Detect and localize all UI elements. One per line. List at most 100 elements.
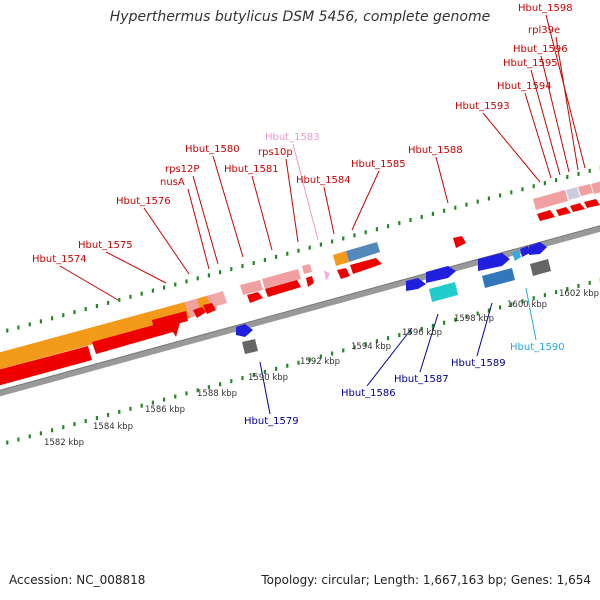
gene-label: Hbut_1584: [296, 175, 351, 186]
tick-mark: [39, 319, 42, 324]
tick-mark: [588, 280, 591, 285]
tick-mark: [420, 326, 423, 331]
tick-mark: [319, 354, 322, 359]
cds-block: [262, 269, 301, 289]
tick-mark: [17, 325, 20, 330]
gene-arrow: [193, 307, 206, 318]
scale-label: 1592 kbp: [300, 357, 340, 367]
leader-line: [366, 327, 413, 387]
tick-mark: [342, 348, 345, 353]
gene-label: Hbut_1579: [244, 416, 299, 427]
scale-label: 1598 kbp: [454, 314, 494, 324]
leader-line: [540, 55, 570, 173]
scale-label: 1602 kbp: [559, 289, 599, 299]
gene-arrow: [570, 203, 585, 212]
leader-line: [259, 361, 271, 415]
cds-block: [333, 251, 349, 266]
tick-mark: [297, 360, 300, 365]
tick-mark: [196, 276, 199, 281]
gene-label: Hbut_1587: [394, 374, 449, 385]
gene-arrow: [0, 346, 92, 386]
gene-arrow: [306, 276, 314, 287]
tick-mark: [241, 264, 244, 269]
tick-mark: [95, 415, 98, 420]
tick-mark: [230, 379, 233, 384]
tick-mark: [577, 171, 580, 176]
tick-mark: [28, 322, 31, 327]
cds-block: [302, 264, 312, 274]
tick-mark: [230, 267, 233, 272]
tick-mark: [297, 248, 300, 253]
tick-mark: [555, 290, 558, 295]
gene-label: Hbut_1583: [265, 132, 320, 143]
tick-mark: [521, 299, 524, 304]
label-leader-lines: [59, 14, 586, 415]
tick-mark: [6, 328, 9, 333]
tick-mark: [39, 431, 42, 436]
tick-mark: [566, 287, 569, 292]
tick-mark: [51, 428, 54, 433]
tick-mark: [543, 293, 546, 298]
tick-mark: [465, 202, 468, 207]
gene-label: Hbut_1586: [341, 388, 396, 399]
tick-mark: [95, 303, 98, 308]
gene-label: Hbut_1598: [518, 3, 573, 14]
tick-mark: [532, 184, 535, 189]
tick-mark: [499, 193, 502, 198]
tick-mark: [398, 333, 401, 338]
leader-line: [524, 92, 552, 179]
tick-mark: [140, 403, 143, 408]
gene-labels: Hbut_1574 Hbut_1575 Hbut_1576 nusA rps12P Hbu…: [32, 3, 573, 427]
tick-mark: [375, 227, 378, 232]
tick-mark: [219, 270, 222, 275]
tick-mark: [174, 394, 177, 399]
tick-mark: [174, 282, 177, 287]
tick-mark: [151, 400, 154, 405]
cds-block: [0, 302, 190, 370]
gene-label: rps10p: [258, 147, 293, 158]
tick-mark: [62, 313, 65, 318]
tick-mark: [398, 221, 401, 226]
gene-label: nusA: [160, 177, 185, 188]
tick-mark: [319, 242, 322, 247]
leader-line: [435, 156, 449, 204]
tick-mark: [84, 307, 87, 312]
tick-mark: [510, 302, 513, 307]
leader-line: [105, 251, 167, 284]
leader-line: [187, 188, 210, 270]
tick-mark: [510, 190, 513, 195]
leader-line: [530, 69, 561, 176]
accession-text: Accession: NC_008818: [9, 573, 146, 587]
tick-mark: [263, 369, 266, 374]
leader-line: [212, 155, 244, 258]
scale-label: 1584 kbp: [93, 422, 133, 432]
cds-block: [240, 280, 263, 295]
leader-line: [555, 36, 579, 171]
tick-mark: [443, 208, 446, 213]
gene-arrow: [203, 303, 216, 314]
tick-mark: [118, 297, 121, 302]
tick-mark: [140, 291, 143, 296]
tick-mark: [443, 320, 446, 325]
gene-arrow: [350, 258, 382, 274]
gene-block: [482, 268, 515, 288]
tick-mark: [308, 245, 311, 250]
scale-labels: 1582 kbp 1584 kbp 1586 kbp 1588 kbp 1590 kbp…: [44, 289, 599, 448]
tick-mark: [219, 382, 222, 387]
tick-mark: [252, 260, 255, 265]
leader-line: [285, 158, 299, 243]
tick-track-inner: [6, 277, 600, 445]
tick-mark: [196, 388, 199, 393]
gene-label: Hbut_1589: [451, 358, 506, 369]
gene-arrow: [265, 280, 301, 297]
gene-arrow: [584, 199, 600, 208]
tick-mark: [487, 196, 490, 201]
tick-mark: [263, 257, 266, 262]
leader-line: [476, 302, 493, 357]
gene-label: Hbut_1574: [32, 254, 87, 265]
gene-arrow: [236, 324, 253, 337]
tick-mark: [17, 437, 20, 442]
gene-block: [242, 339, 258, 354]
tick-mark: [84, 419, 87, 424]
